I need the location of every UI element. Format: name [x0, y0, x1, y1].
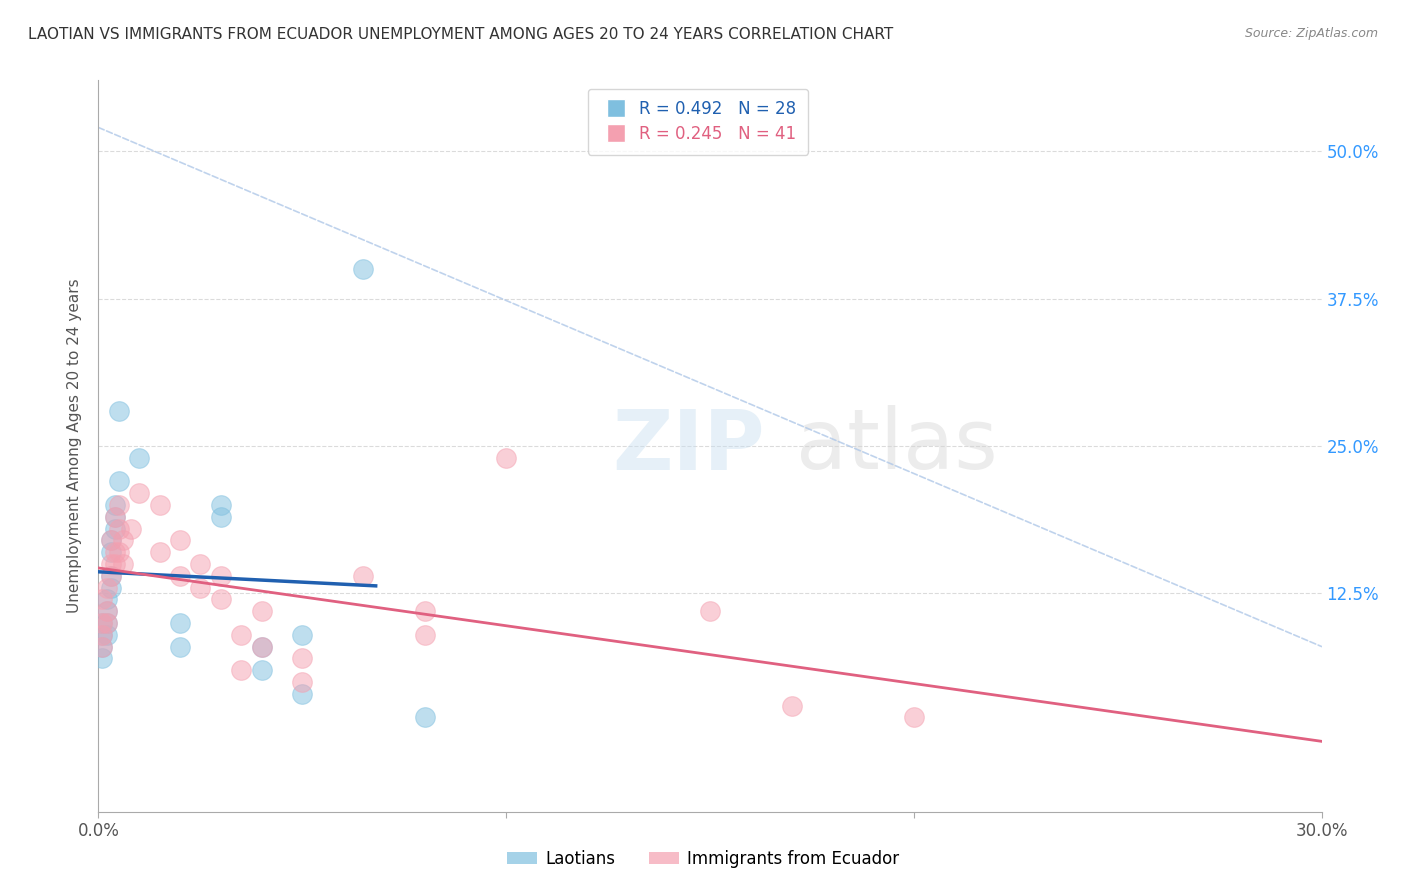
Text: ZIP: ZIP [612, 406, 765, 486]
Point [291, 675, 314, 690]
Point [91, 592, 114, 607]
Point [104, 557, 127, 571]
Point [231, 628, 253, 642]
Point [104, 509, 127, 524]
Point [291, 628, 314, 642]
Point [108, 498, 131, 512]
Point [352, 262, 374, 277]
Point [96, 604, 118, 618]
Y-axis label: Unemployment Among Ages 20 to 24 years: Unemployment Among Ages 20 to 24 years [67, 278, 83, 614]
Point [91, 640, 114, 654]
Point [108, 522, 131, 536]
Point [209, 509, 232, 524]
Point [149, 545, 172, 559]
Point [169, 533, 191, 548]
Point [96, 592, 118, 607]
Point [188, 557, 212, 571]
Point [111, 533, 134, 548]
Point [169, 568, 191, 582]
Point [108, 475, 131, 489]
Point [209, 592, 232, 607]
Point [149, 498, 172, 512]
Legend: Laotians, Immigrants from Ecuador: Laotians, Immigrants from Ecuador [501, 844, 905, 875]
Point [104, 545, 127, 559]
Point [100, 557, 122, 571]
Point [250, 663, 273, 677]
Point [413, 710, 436, 724]
Point [91, 640, 114, 654]
Point [413, 628, 436, 642]
Point [903, 710, 925, 724]
Legend: R = 0.492   N = 28, R = 0.245   N = 41: R = 0.492 N = 28, R = 0.245 N = 41 [588, 88, 808, 154]
Point [128, 450, 150, 465]
Point [96, 604, 118, 618]
Point [96, 581, 118, 595]
Point [250, 640, 273, 654]
Point [96, 615, 118, 630]
Point [100, 545, 122, 559]
Point [104, 522, 127, 536]
Point [209, 498, 232, 512]
Point [231, 663, 253, 677]
Point [108, 545, 131, 559]
Point [91, 628, 114, 642]
Point [96, 628, 118, 642]
Point [91, 615, 114, 630]
Point [209, 568, 232, 582]
Point [495, 450, 517, 465]
Point [108, 403, 131, 417]
Point [104, 509, 127, 524]
Point [699, 604, 721, 618]
Point [169, 640, 191, 654]
Point [413, 604, 436, 618]
Point [780, 698, 803, 713]
Point [291, 651, 314, 665]
Point [128, 486, 150, 500]
Point [96, 615, 118, 630]
Point [250, 604, 273, 618]
Point [120, 522, 142, 536]
Point [91, 615, 114, 630]
Text: atlas: atlas [796, 406, 997, 486]
Point [91, 651, 114, 665]
Point [100, 533, 122, 548]
Point [91, 628, 114, 642]
Point [169, 615, 191, 630]
Point [352, 568, 374, 582]
Point [100, 533, 122, 548]
Text: LAOTIAN VS IMMIGRANTS FROM ECUADOR UNEMPLOYMENT AMONG AGES 20 TO 24 YEARS CORREL: LAOTIAN VS IMMIGRANTS FROM ECUADOR UNEMP… [28, 27, 893, 42]
Point [100, 568, 122, 582]
Point [250, 640, 273, 654]
Text: Source: ZipAtlas.com: Source: ZipAtlas.com [1244, 27, 1378, 40]
Point [100, 581, 122, 595]
Point [188, 581, 212, 595]
Point [104, 498, 127, 512]
Point [111, 557, 134, 571]
Point [291, 687, 314, 701]
Point [100, 568, 122, 582]
